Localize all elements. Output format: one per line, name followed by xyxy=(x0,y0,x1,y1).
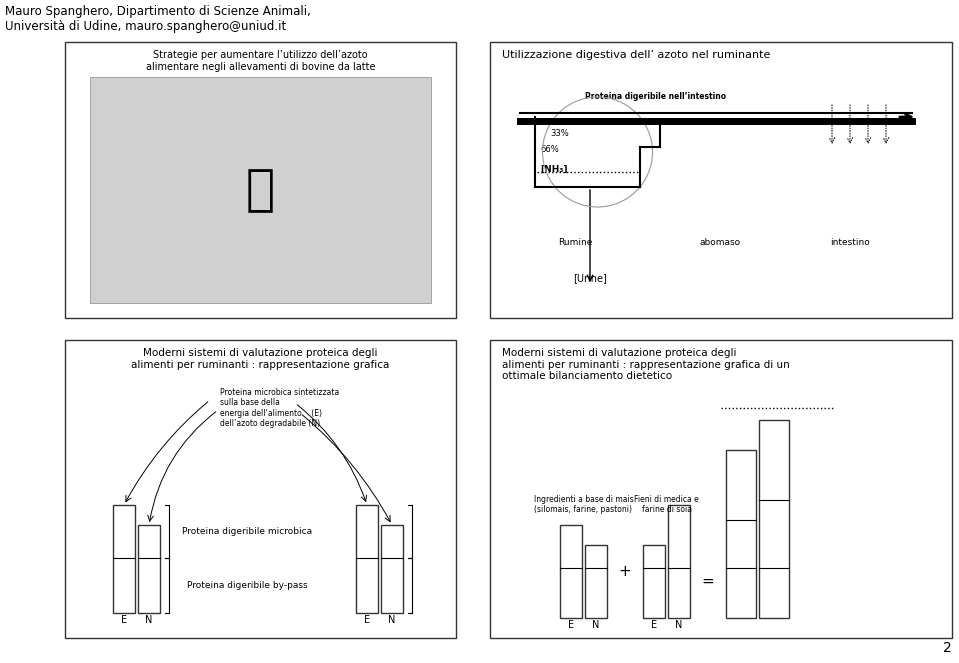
Text: Proteina digeribile by-pass: Proteina digeribile by-pass xyxy=(187,581,307,590)
Bar xyxy=(585,545,607,618)
Text: 🐄: 🐄 xyxy=(246,166,275,214)
Bar xyxy=(90,77,431,303)
Bar xyxy=(113,505,135,613)
Text: abomaso: abomaso xyxy=(699,238,740,247)
Bar xyxy=(560,525,582,618)
Text: [Urine]: [Urine] xyxy=(573,273,607,283)
Text: 33%: 33% xyxy=(550,129,569,138)
Text: Mauro Spanghero, Dipartimento di Scienze Animali,
Università di Udine, mauro.spa: Mauro Spanghero, Dipartimento di Scienze… xyxy=(5,5,311,33)
Text: intestino: intestino xyxy=(830,238,870,247)
Text: N: N xyxy=(146,615,152,625)
Text: Moderni sistemi di valutazione proteica degli
alimenti per ruminanti : rappresen: Moderni sistemi di valutazione proteica … xyxy=(502,348,790,381)
Text: Utilizzazione digestiva dell’ azoto nel ruminante: Utilizzazione digestiva dell’ azoto nel … xyxy=(502,50,770,60)
Text: 2: 2 xyxy=(944,641,952,655)
Text: Strategie per aumentare l’utilizzo dell’azoto
alimentare negli allevamenti di bo: Strategie per aumentare l’utilizzo dell’… xyxy=(146,50,375,72)
Bar xyxy=(490,340,952,638)
Bar xyxy=(381,525,403,613)
Text: Proteina digeribile nell’intestino: Proteina digeribile nell’intestino xyxy=(585,92,726,101)
Text: E: E xyxy=(121,615,127,625)
Text: +: + xyxy=(619,564,631,579)
Text: N: N xyxy=(593,620,599,630)
Text: [NH₃]: [NH₃] xyxy=(540,165,568,174)
Text: Proteina digeribile microbica: Proteina digeribile microbica xyxy=(182,527,312,536)
Text: E: E xyxy=(651,620,657,630)
Text: Proteina microbica sintetizzata
sulla base della
energia dell’alimento    (E)
de: Proteina microbica sintetizzata sulla ba… xyxy=(220,388,339,428)
Bar xyxy=(65,42,456,318)
Bar xyxy=(490,42,952,318)
Text: Moderni sistemi di valutazione proteica degli
alimenti per ruminanti : rappresen: Moderni sistemi di valutazione proteica … xyxy=(131,348,389,369)
Text: Ingredienti a base di mais
(silomais, farine, pastoni): Ingredienti a base di mais (silomais, fa… xyxy=(533,495,633,514)
Bar xyxy=(643,545,665,618)
Bar xyxy=(65,340,456,638)
Text: Fieni di medica e
farine di soia: Fieni di medica e farine di soia xyxy=(634,495,699,514)
Text: =: = xyxy=(702,574,714,589)
Text: E: E xyxy=(568,620,574,630)
Bar xyxy=(356,505,378,613)
Text: E: E xyxy=(363,615,370,625)
Bar xyxy=(668,505,690,618)
Text: N: N xyxy=(388,615,396,625)
Bar xyxy=(726,450,756,618)
Text: Rumine: Rumine xyxy=(558,238,593,247)
Text: 66%: 66% xyxy=(540,145,559,154)
Bar xyxy=(759,420,789,618)
Text: N: N xyxy=(675,620,683,630)
Bar xyxy=(138,525,160,613)
